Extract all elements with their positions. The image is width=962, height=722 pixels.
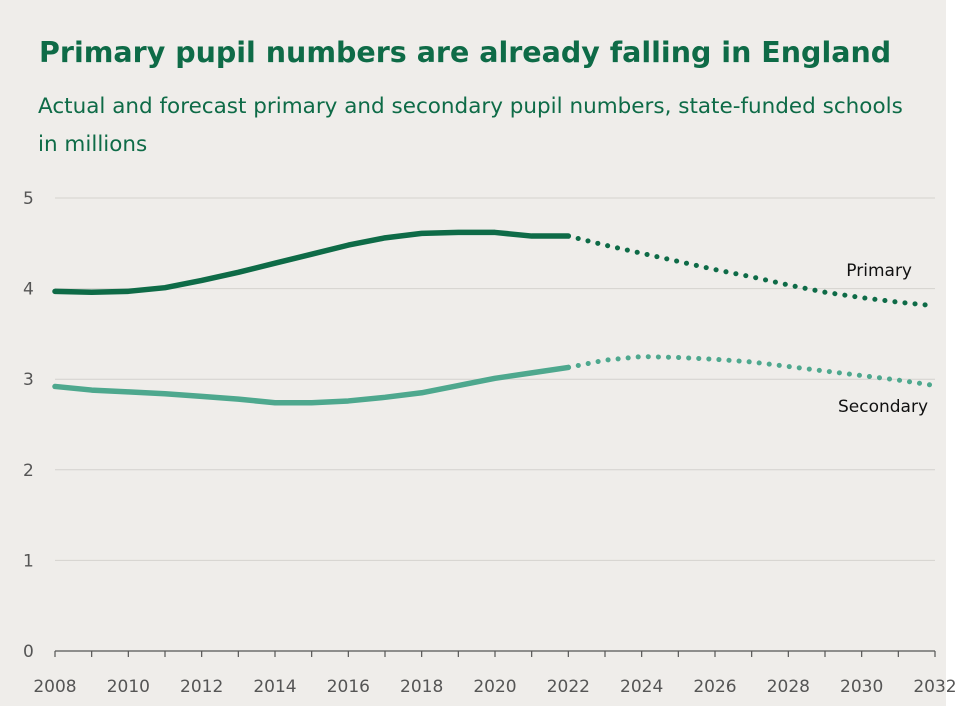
x-tick-label: 2028	[767, 677, 810, 697]
secondary-series-label: Secondary	[838, 397, 928, 417]
x-tick-label: 2008	[33, 677, 76, 697]
primary-line-forecast	[565, 233, 938, 309]
x-tick-label: 2022	[547, 677, 590, 697]
x-tick-label: 2018	[400, 677, 443, 697]
chart-panel	[0, 0, 946, 706]
x-tick-label: 2016	[327, 677, 370, 697]
x-tick-label: 2010	[107, 677, 150, 697]
chart-subtitle: Actual and forecast primary and secondar…	[38, 94, 903, 157]
y-tick-label: 3	[23, 370, 34, 390]
primary-series-label: Primary	[846, 261, 912, 281]
y-tick-label: 2	[23, 461, 34, 481]
secondary-line-forecast	[565, 354, 938, 389]
secondary-line-actual	[52, 364, 572, 406]
x-tick-label: 2012	[180, 677, 223, 697]
y-tick-label: 1	[23, 551, 34, 571]
primary-line-actual	[52, 229, 572, 295]
x-tick-label: 2032	[913, 677, 956, 697]
chart-title: Primary pupil numbers are already fallin…	[39, 36, 892, 69]
x-tick-label: 2030	[840, 677, 883, 697]
y-tick-label: 4	[23, 280, 34, 300]
y-tick-label: 5	[23, 189, 34, 209]
y-tick-label: 0	[23, 642, 34, 662]
x-tick-label: 2024	[620, 677, 663, 697]
x-tick-label: 2026	[693, 677, 736, 697]
x-tick-label: 2014	[253, 677, 296, 697]
x-tick-label: 2020	[473, 677, 516, 697]
